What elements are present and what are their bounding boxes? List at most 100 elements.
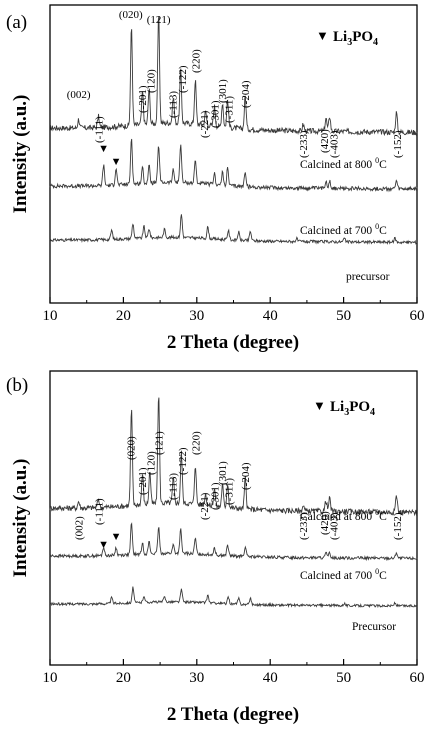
series-label-tail: C [379,511,387,523]
xrd-trace-precursor [49,214,418,245]
panel-b-markers: ▼▼ [98,531,121,551]
peak-label: (-311) [223,478,235,505]
panel-b-legend-li: Li [330,399,344,415]
panel-a-legend: ▼ Li3PO4 [316,28,378,48]
peak-label: (002) [67,89,91,101]
peak-label: (301) [217,79,229,103]
panel-b-legend-marker: ▼ [313,398,326,413]
panel-a-peak-labels: (002)(-111)(020)(-201)(120)(121)(-113)(-… [67,9,404,158]
series-label-main: Precursor [352,621,396,633]
xrd-trace-calcined-at-800-c [49,397,418,517]
peak-label: (-221) [199,110,211,138]
peak-label: (-204) [240,80,252,108]
series-label-sup: 0 [375,156,379,165]
peak-label: (-403) [328,130,340,158]
peak-label: (-113) [168,473,180,500]
x-tick-label: 30 [189,670,204,686]
peak-label: (-111) [93,498,105,525]
peak-label: (-111) [93,116,105,143]
panel-a-legend-po: PO [352,29,373,45]
xrd-trace-precursor [49,586,418,609]
series-label-sup: 0 [375,222,379,231]
panel-a-x-axis-label: 2 Theta (degree) [167,332,299,353]
panel-a-y-axis-label: Intensity (a.u.) [10,95,31,214]
peak-label: (-403) [328,512,340,540]
peak-label: (-311) [223,96,235,123]
peak-label: (420) [319,129,331,153]
x-tick-label: 60 [410,308,425,324]
panel-b-label: (b) [6,375,28,396]
x-tick-label: 50 [336,670,351,686]
li3po4-marker: ▼ [111,156,122,168]
x-tick-label: 20 [116,670,131,686]
peak-label: (120) [146,69,158,93]
series-label-main: Calcined at 700 [300,570,375,582]
peak-label: (-221) [199,492,211,520]
peak-label: (-301) [209,100,221,128]
peak-label: (-152) [392,130,404,158]
peak-label: (121) [154,431,166,455]
peak-label: (-301) [209,482,221,510]
peak-label: (301) [217,461,229,485]
peak-label: (-201) [137,467,149,495]
li3po4-marker: ▼ [98,539,109,551]
peak-label: (-122) [177,65,189,93]
peak-label: (-113) [168,91,180,118]
panel-b-traces [49,397,418,609]
x-tick-label: 30 [189,308,204,324]
panel-b-legend-sub3: 3 [344,407,349,418]
series-label-main: Calcined at 800 [300,511,375,523]
panel-a-legend-marker: ▼ [316,28,329,43]
panel-a: (a) 10 20 30 40 50 60 (002)(-111)(020)(-201)(… [6,4,425,353]
panel-b-y-axis-label: Intensity (a.u.) [10,459,31,578]
panel-b-legend-po: PO [349,399,370,415]
peak-label: (020) [119,9,143,21]
series-label: Calcined at 800 0C [300,508,387,523]
panel-a-markers: ▼▼ [98,143,121,168]
peak-label: (121) [147,14,171,26]
panel-b-x-ticks: 10 20 30 40 50 60 [43,659,425,686]
x-tick-label: 10 [43,308,58,324]
panel-a-legend-sub3: 3 [347,37,352,48]
peak-label: (-201) [137,85,149,113]
series-label: Calcined at 700 0C [300,222,387,237]
x-tick-label: 40 [263,308,278,324]
x-tick-label: 50 [336,308,351,324]
series-label-sup: 0 [375,567,379,576]
panel-b-legend-sub4: 4 [370,407,375,418]
x-tick-label: 10 [43,670,58,686]
panel-b-x-axis-label: 2 Theta (degree) [167,704,299,725]
series-label: Calcined at 700 0C [300,567,387,582]
peak-label: (-152) [392,512,404,540]
peak-label: (002) [74,516,86,540]
series-label-main: Calcined at 700 [300,225,375,237]
peak-label: (420) [319,511,331,535]
peak-label: (220) [190,431,202,455]
peak-label: (-122) [177,447,189,475]
x-tick-label: 20 [116,308,131,324]
panel-a-traces [49,16,418,245]
panel-b-legend: ▼ Li3PO4 [313,398,375,418]
series-label-tail: C [379,570,387,582]
li3po4-marker: ▼ [111,531,122,543]
xrd-trace-calcined-at-700-c [49,138,418,193]
series-label-main: Calcined at 800 [300,159,375,171]
panel-a-x-ticks: 10 20 30 40 50 60 [43,297,425,324]
panel-b-legend-text: Li3PO4 [330,399,375,418]
series-label-sup: 0 [375,508,379,517]
li3po4-marker: ▼ [98,143,109,155]
series-label: precursor [346,271,390,283]
panel-a-legend-text: Li3PO4 [333,29,378,48]
panel-a-legend-sub4: 4 [373,37,378,48]
xrd-trace-calcined-at-800-c [49,16,418,137]
peak-label: (-233) [298,512,310,540]
series-label-tail: C [379,225,387,237]
panel-b: (b) 10 20 30 40 50 60 (002)(-111)(020)(-201)(… [6,370,425,725]
series-label-tail: C [379,159,387,171]
peak-label: (-233) [298,130,310,158]
series-label: Calcined at 800 0C [300,156,387,171]
